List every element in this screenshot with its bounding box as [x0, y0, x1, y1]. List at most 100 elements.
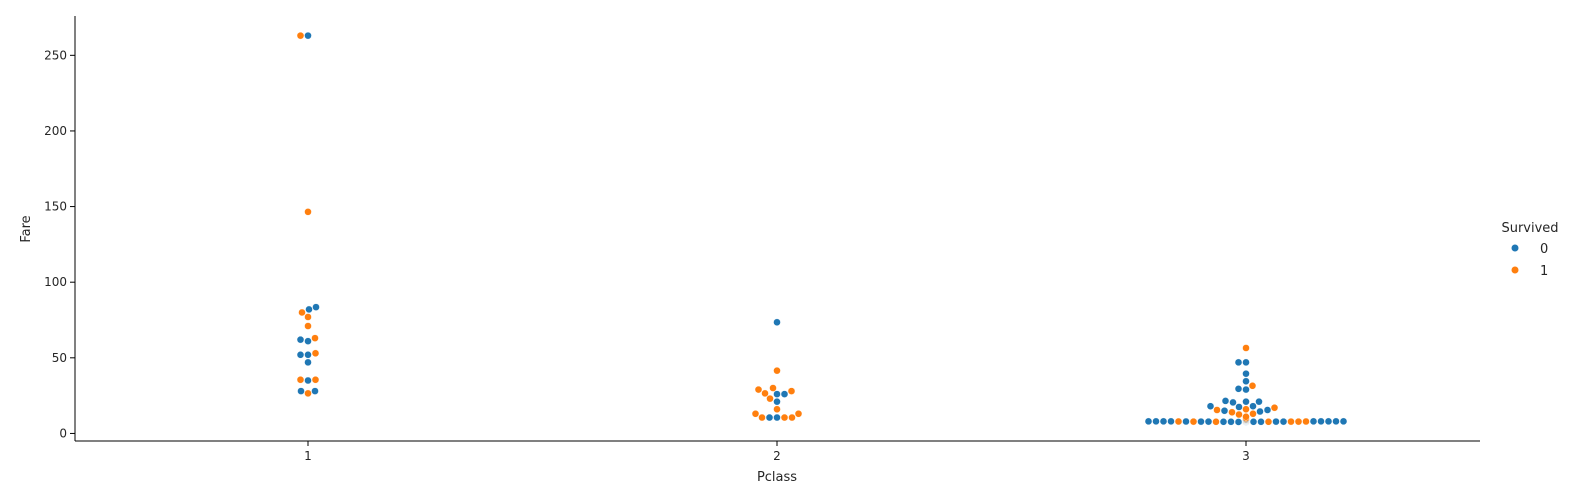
- point-survived-1: [298, 308, 306, 317]
- point-survived-1: [1294, 417, 1303, 426]
- y-tick-label: 150: [44, 200, 67, 214]
- point-survived-0: [773, 397, 781, 406]
- point-survived-0: [780, 390, 789, 398]
- point-survived-0: [1309, 417, 1318, 426]
- point-survived-0: [773, 390, 781, 398]
- point-survived-0: [1197, 417, 1205, 426]
- point-survived-1: [1270, 404, 1279, 412]
- point-survived-1: [304, 389, 312, 398]
- point-survived-0: [773, 318, 781, 326]
- point-survived-0: [1219, 418, 1228, 426]
- point-survived-0: [1220, 407, 1229, 415]
- legend-label-1: 1: [1540, 264, 1548, 279]
- point-survived-0: [1332, 417, 1340, 426]
- point-survived-0: [311, 387, 319, 395]
- point-survived-1: [296, 31, 305, 40]
- legend-title: Survived: [1501, 221, 1558, 236]
- point-survived-0: [304, 351, 312, 359]
- point-survived-0: [1234, 418, 1243, 426]
- legend-marker-1: [1511, 266, 1519, 274]
- point-survived-0: [1167, 417, 1175, 426]
- point-survived-1: [296, 376, 305, 384]
- y-tick-label: 200: [44, 124, 67, 138]
- point-survived-1: [1213, 406, 1221, 414]
- y-axis-label: Fare: [19, 215, 34, 242]
- point-survived-0: [1159, 417, 1168, 426]
- point-survived-0: [1235, 403, 1243, 411]
- point-survived-1: [769, 384, 777, 392]
- point-survived-0: [305, 305, 313, 314]
- point-survived-1: [1264, 418, 1273, 426]
- point-survived-0: [304, 337, 312, 345]
- point-survived-1: [766, 394, 774, 403]
- point-survived-0: [1242, 377, 1250, 385]
- point-survived-1: [1189, 417, 1198, 426]
- legend-label-0: 0: [1540, 242, 1548, 257]
- point-survived-0: [1279, 417, 1288, 426]
- point-survived-0: [1204, 417, 1213, 426]
- point-survived-0: [1242, 358, 1250, 367]
- point-survived-0: [1242, 385, 1250, 394]
- point-survived-1: [751, 410, 760, 418]
- point-survived-1: [1242, 344, 1250, 352]
- point-survived-1: [1248, 382, 1257, 390]
- legend-marker-0: [1511, 244, 1519, 252]
- point-survived-0: [296, 335, 305, 344]
- x-axis-label: Pclass: [757, 470, 797, 485]
- point-survived-0: [773, 413, 781, 422]
- y-tick-label: 250: [44, 48, 67, 62]
- point-survived-1: [1242, 405, 1250, 413]
- point-survived-0: [1255, 397, 1263, 406]
- point-survived-1: [311, 349, 320, 357]
- point-survived-1: [788, 413, 796, 422]
- point-survived-0: [1256, 407, 1264, 416]
- point-survived-1: [1242, 413, 1250, 421]
- point-survived-1: [780, 413, 789, 422]
- point-survived-1: [1174, 417, 1183, 426]
- point-survived-0: [304, 31, 312, 40]
- point-survived-0: [296, 351, 305, 359]
- point-survived-1: [773, 366, 781, 375]
- point-survived-0: [1206, 402, 1215, 410]
- point-survived-1: [761, 389, 769, 398]
- point-survived-0: [312, 303, 320, 311]
- axes-area: 0 50 100 150 200 250 1 2 3: [44, 16, 1480, 463]
- point-survived-0: [1317, 417, 1325, 426]
- point-survived-1: [304, 322, 312, 330]
- point-survived-0: [1144, 417, 1153, 426]
- point-survived-1: [1249, 410, 1257, 418]
- point-survived-1: [794, 410, 803, 418]
- y-tick-label: 0: [59, 426, 67, 440]
- point-survived-0: [765, 413, 774, 422]
- point-survived-0: [1249, 418, 1258, 426]
- point-survived-0: [1227, 418, 1235, 426]
- point-survived-1: [304, 208, 312, 216]
- point-survived-1: [758, 413, 766, 422]
- point-survived-1: [773, 405, 781, 413]
- point-survived-1: [311, 376, 320, 384]
- x-tick-label: 3: [1242, 449, 1250, 463]
- data-points: [296, 31, 1348, 426]
- point-survived-1: [1235, 410, 1243, 419]
- point-survived-0: [1324, 417, 1333, 426]
- point-survived-0: [1257, 418, 1265, 426]
- x-tick-label: 2: [773, 449, 781, 463]
- point-survived-0: [1272, 417, 1280, 426]
- point-survived-0: [1221, 397, 1230, 405]
- point-survived-0: [1339, 417, 1348, 426]
- point-survived-0: [304, 376, 312, 385]
- point-survived-0: [1263, 406, 1272, 414]
- point-survived-0: [1242, 397, 1250, 406]
- point-survived-1: [787, 387, 796, 395]
- point-survived-1: [1212, 418, 1220, 426]
- point-survived-1: [1302, 417, 1310, 426]
- point-survived-0: [1229, 398, 1237, 407]
- point-survived-1: [1287, 417, 1295, 426]
- point-survived-0: [297, 387, 305, 395]
- y-tick-label: 100: [44, 275, 67, 289]
- point-survived-0: [1152, 417, 1160, 426]
- y-tick-label: 50: [52, 351, 67, 365]
- point-survived-1: [1228, 408, 1236, 416]
- point-survived-0: [1242, 370, 1250, 378]
